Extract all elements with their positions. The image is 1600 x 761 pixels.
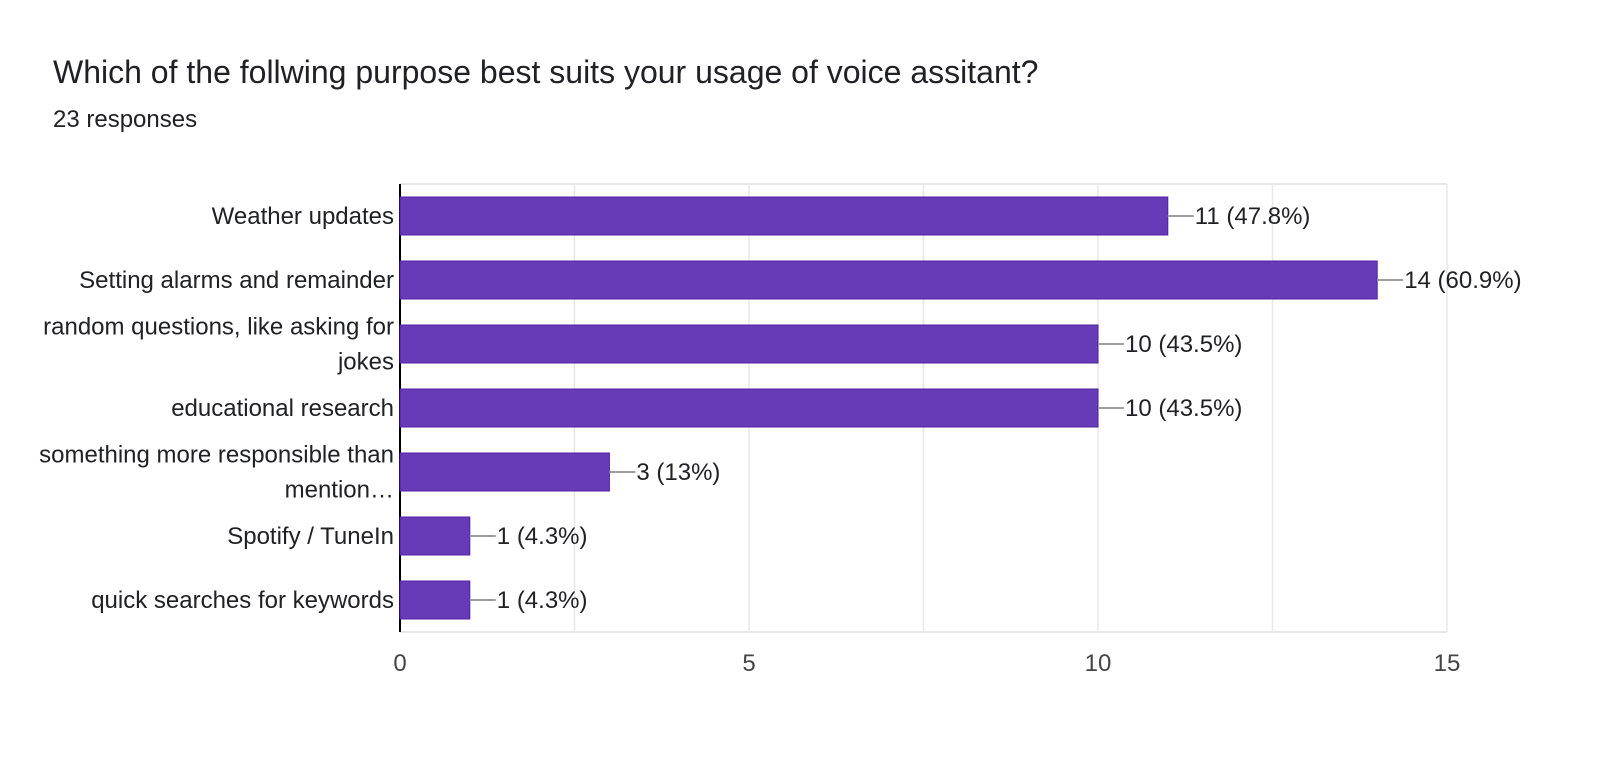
bar bbox=[399, 324, 1099, 364]
bar bbox=[399, 196, 1169, 236]
data-label: 14 (60.9%) bbox=[1404, 267, 1521, 294]
category-label: Setting alarms and remainder bbox=[79, 267, 394, 294]
grid-lines bbox=[399, 183, 1448, 633]
category-label: mention… bbox=[285, 477, 394, 504]
data-label: 10 (43.5%) bbox=[1125, 331, 1242, 358]
category-label: Weather updates bbox=[212, 203, 394, 230]
bar bbox=[399, 388, 1099, 428]
category-label: jokes bbox=[337, 349, 394, 376]
data-label: 10 (43.5%) bbox=[1125, 395, 1242, 422]
x-tick-label: 10 bbox=[1085, 650, 1112, 677]
x-tick-label: 0 bbox=[393, 650, 406, 677]
data-labels: 11 (47.8%) 14 (60.9%) 10 (43.5%) 10 (43.5%)… bbox=[469, 203, 1522, 614]
data-label: 11 (47.8%) bbox=[1195, 203, 1311, 230]
x-tick-label: 15 bbox=[1434, 650, 1461, 677]
data-label: 3 (13%) bbox=[636, 459, 720, 486]
x-tick-label: 5 bbox=[742, 650, 755, 677]
bar bbox=[399, 260, 1378, 300]
category-label: something more responsible than bbox=[39, 442, 394, 469]
category-label: Spotify / TuneIn bbox=[227, 523, 394, 550]
response-count: 23 responses bbox=[53, 106, 198, 133]
bar bbox=[399, 452, 610, 492]
bar bbox=[399, 516, 471, 556]
chart-title: Which of the follwing purpose best suits… bbox=[53, 54, 1039, 90]
category-label: random questions, like asking for bbox=[43, 314, 394, 341]
category-labels: Weather updates Setting alarms and remain… bbox=[39, 203, 394, 614]
category-label: quick searches for keywords bbox=[91, 587, 394, 614]
data-label: 1 (4.3%) bbox=[497, 587, 588, 614]
bar bbox=[399, 580, 471, 620]
data-label: 1 (4.3%) bbox=[497, 523, 588, 550]
category-label: educational research bbox=[171, 395, 394, 422]
x-axis-ticks: 0 5 10 15 bbox=[393, 650, 1460, 677]
